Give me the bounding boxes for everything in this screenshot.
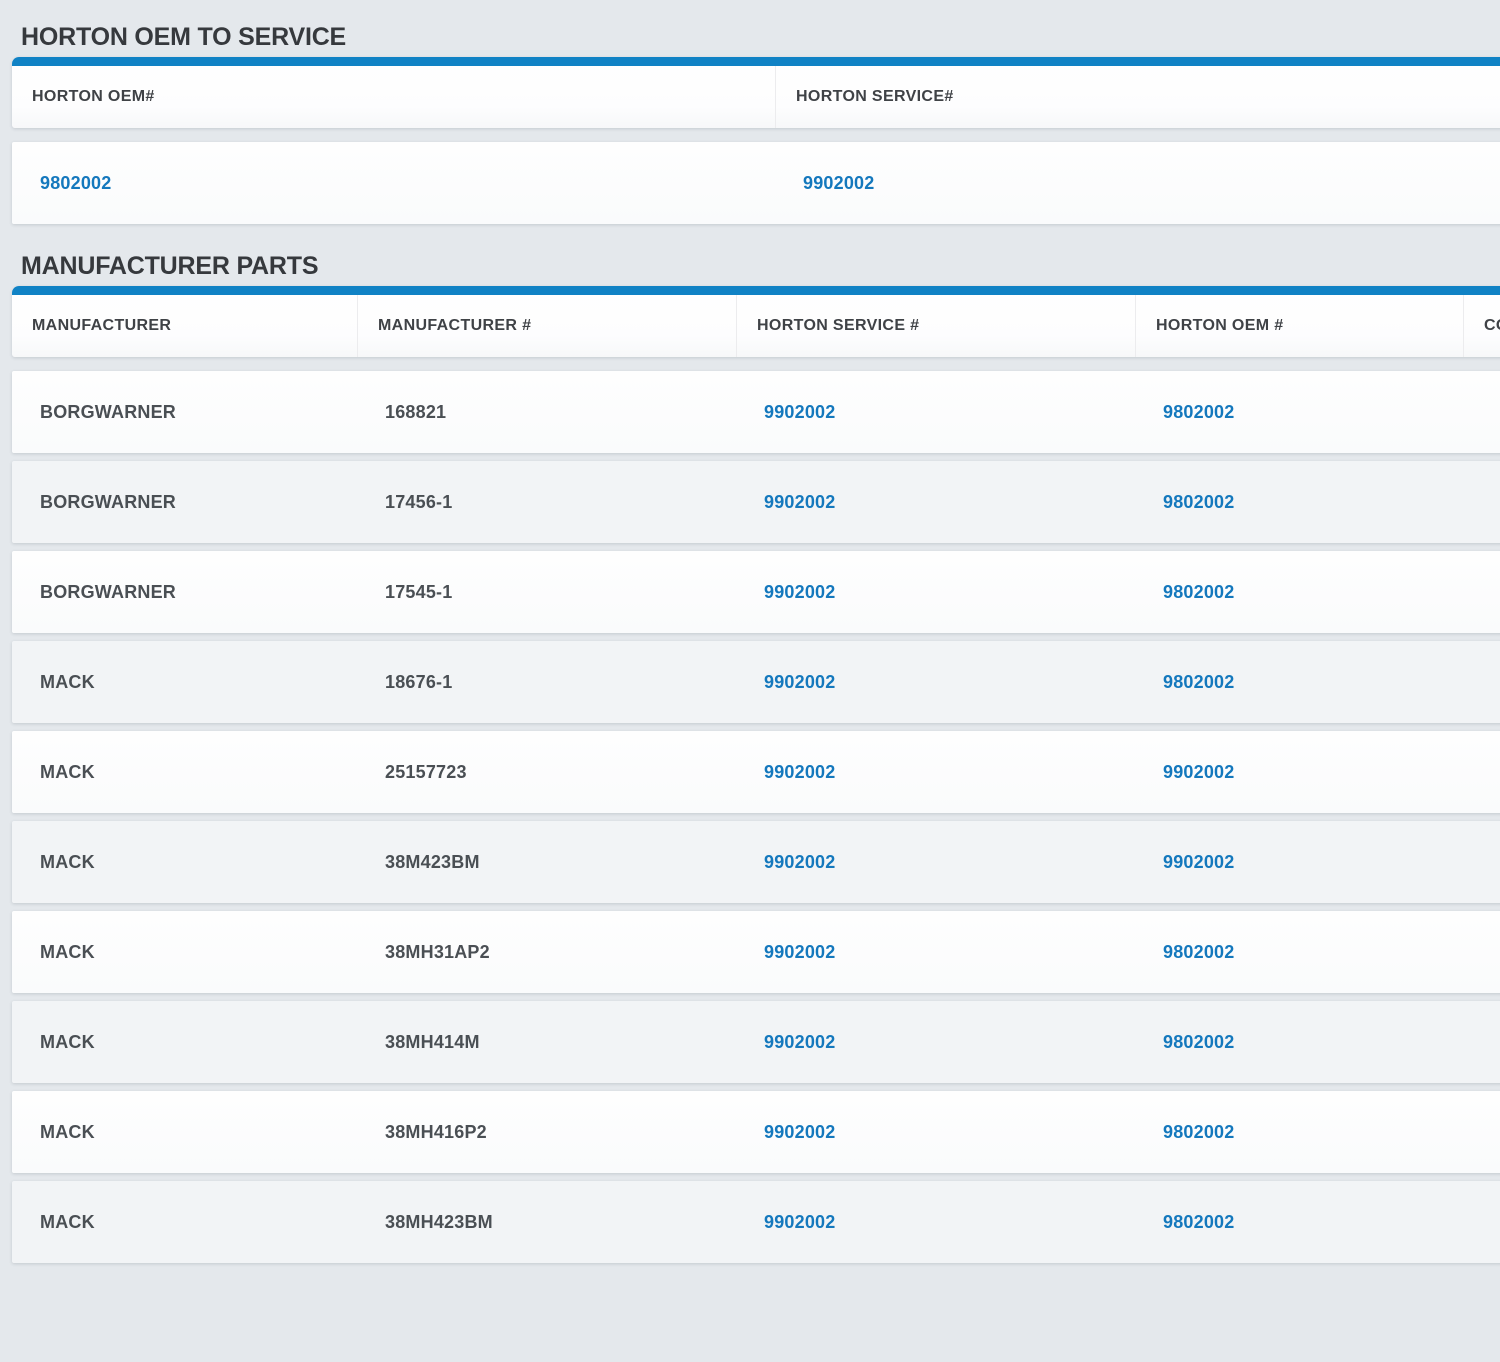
horton-service-cell: 9902002 [736, 582, 1135, 603]
manufacturer-number-cell: 18676-1 [385, 671, 453, 692]
horton-oem-cell: 9802002 [1135, 402, 1463, 423]
accent-bar [12, 286, 1500, 295]
manufacturer-parts-title: MANUFACTURER PARTS [21, 252, 319, 280]
horton-oem-cell: 9802002 [1135, 1122, 1463, 1143]
horton-oem-link[interactable]: 9802002 [40, 172, 112, 193]
horton-service-link[interactable]: 9902002 [764, 851, 836, 872]
column-header-horton-service: HORTON SERVICE # [736, 295, 1135, 357]
horton-service-link[interactable]: 9902002 [764, 491, 836, 512]
horton-service-link[interactable]: 9902002 [764, 1211, 836, 1232]
oem-to-service-rows: 9802002 9902002 [0, 142, 1500, 224]
horton-service-cell: 9902002 [775, 173, 1500, 194]
column-header-horton-oem: HORTON OEM # [1135, 295, 1463, 357]
horton-oem-cell: 9902002 [1135, 762, 1463, 783]
manufacturer-number-cell: 25157723 [385, 761, 467, 782]
column-header-horton-oem: HORTON OEM# [32, 88, 155, 105]
column-header-manufacturer-number: MANUFACTURER # [357, 295, 736, 357]
horton-oem-cell: 9802002 [1135, 1032, 1463, 1053]
column-header-manufacturer: MANUFACTURER [32, 317, 172, 334]
horton-oem-to-service-section: HORTON OEM TO SERVICE HORTON OEM# HORTON… [0, 22, 1500, 224]
manufacturer-number-cell: 38MH414M [385, 1031, 480, 1052]
manufacturer-cell: MACK [40, 851, 95, 872]
horton-oem-cell: 9902002 [1135, 852, 1463, 873]
horton-oem-cell: 9802002 [1135, 582, 1463, 603]
column-header-co: CO [1463, 295, 1500, 357]
horton-oem-cell: 9802002 [1135, 672, 1463, 693]
horton-oem-link[interactable]: 9902002 [1163, 761, 1235, 782]
horton-service-cell: 9902002 [736, 402, 1135, 423]
manufacturer-cell: BORGWARNER [40, 581, 176, 602]
horton-service-cell: 9902002 [736, 1212, 1135, 1233]
manufacturer-number-cell: 38MH416P2 [385, 1121, 487, 1142]
manufacturer-number-cell: 17545-1 [385, 581, 453, 602]
horton-oem-link[interactable]: 9802002 [1163, 671, 1235, 692]
manufacturer-number-cell: 17456-1 [385, 491, 453, 512]
manufacturer-cell: MACK [40, 671, 95, 692]
horton-oem-link[interactable]: 9802002 [1163, 1031, 1235, 1052]
table-row: BORGWARNER 168821 9902002 9802002 [12, 371, 1500, 453]
horton-oem-cell: 9802002 [1135, 942, 1463, 963]
table-row: MACK 38MH31AP2 9902002 9802002 [12, 911, 1500, 993]
column-header-horton-service: HORTON SERVICE# [775, 66, 1500, 128]
horton-service-cell: 9902002 [736, 762, 1135, 783]
horton-oem-cell: 9802002 [12, 173, 775, 194]
manufacturer-parts-rows: BORGWARNER 168821 9902002 9802002 BORGWA… [0, 371, 1500, 1263]
horton-oem-link[interactable]: 9802002 [1163, 401, 1235, 422]
horton-service-link[interactable]: 9902002 [764, 761, 836, 782]
manufacturer-cell: MACK [40, 1211, 95, 1232]
manufacturer-parts-header-row: MANUFACTURER MANUFACTURER # HORTON SERVI… [12, 295, 1500, 357]
table-row: 9802002 9902002 [12, 142, 1500, 224]
manufacturer-cell: BORGWARNER [40, 401, 176, 422]
manufacturer-number-cell: 168821 [385, 401, 447, 422]
horton-oem-cell: 9802002 [1135, 1212, 1463, 1233]
table-row: MACK 18676-1 9902002 9802002 [12, 641, 1500, 723]
manufacturer-number-cell: 38MH31AP2 [385, 941, 490, 962]
horton-oem-link[interactable]: 9802002 [1163, 1211, 1235, 1232]
horton-oem-link[interactable]: 9802002 [1163, 581, 1235, 602]
horton-service-link[interactable]: 9902002 [764, 401, 836, 422]
manufacturer-cell: MACK [40, 1121, 95, 1142]
table-row: BORGWARNER 17456-1 9902002 9802002 [12, 461, 1500, 543]
manufacturer-cell: MACK [40, 761, 95, 782]
horton-oem-cell: 9802002 [1135, 492, 1463, 513]
horton-oem-link[interactable]: 9802002 [1163, 1121, 1235, 1142]
horton-service-link[interactable]: 9902002 [803, 172, 875, 193]
manufacturer-number-cell: 38MH423BM [385, 1211, 493, 1232]
horton-service-link[interactable]: 9902002 [764, 1031, 836, 1052]
horton-service-link[interactable]: 9902002 [764, 671, 836, 692]
manufacturer-parts-table-header: MANUFACTURER MANUFACTURER # HORTON SERVI… [12, 286, 1500, 357]
horton-service-cell: 9902002 [736, 942, 1135, 963]
manufacturer-cell: MACK [40, 941, 95, 962]
horton-service-cell: 9902002 [736, 1122, 1135, 1143]
manufacturer-cell: BORGWARNER [40, 491, 176, 512]
horton-oem-link[interactable]: 9802002 [1163, 491, 1235, 512]
manufacturer-cell: MACK [40, 1031, 95, 1052]
table-row: BORGWARNER 17545-1 9902002 9802002 [12, 551, 1500, 633]
horton-service-link[interactable]: 9902002 [764, 1121, 836, 1142]
oem-to-service-header-row: HORTON OEM# HORTON SERVICE# [12, 66, 1500, 128]
horton-service-cell: 9902002 [736, 852, 1135, 873]
table-row: MACK 38MH414M 9902002 9802002 [12, 1001, 1500, 1083]
table-row: MACK 38M423BM 9902002 9902002 [12, 821, 1500, 903]
table-row: MACK 38MH423BM 9902002 9802002 [12, 1181, 1500, 1263]
horton-oem-link[interactable]: 9802002 [1163, 941, 1235, 962]
horton-oem-link[interactable]: 9902002 [1163, 851, 1235, 872]
manufacturer-parts-section: MANUFACTURER PARTS MANUFACTURER MANUFACT… [0, 251, 1500, 1263]
oem-to-service-table-header: HORTON OEM# HORTON SERVICE# [12, 57, 1500, 128]
horton-service-cell: 9902002 [736, 672, 1135, 693]
horton-service-link[interactable]: 9902002 [764, 941, 836, 962]
manufacturer-number-cell: 38M423BM [385, 851, 480, 872]
horton-service-cell: 9902002 [736, 492, 1135, 513]
table-row: MACK 38MH416P2 9902002 9802002 [12, 1091, 1500, 1173]
horton-oem-to-service-title: HORTON OEM TO SERVICE [21, 23, 347, 51]
horton-service-cell: 9902002 [736, 1032, 1135, 1053]
horton-service-link[interactable]: 9902002 [764, 581, 836, 602]
table-row: MACK 25157723 9902002 9902002 [12, 731, 1500, 813]
accent-bar [12, 57, 1500, 66]
